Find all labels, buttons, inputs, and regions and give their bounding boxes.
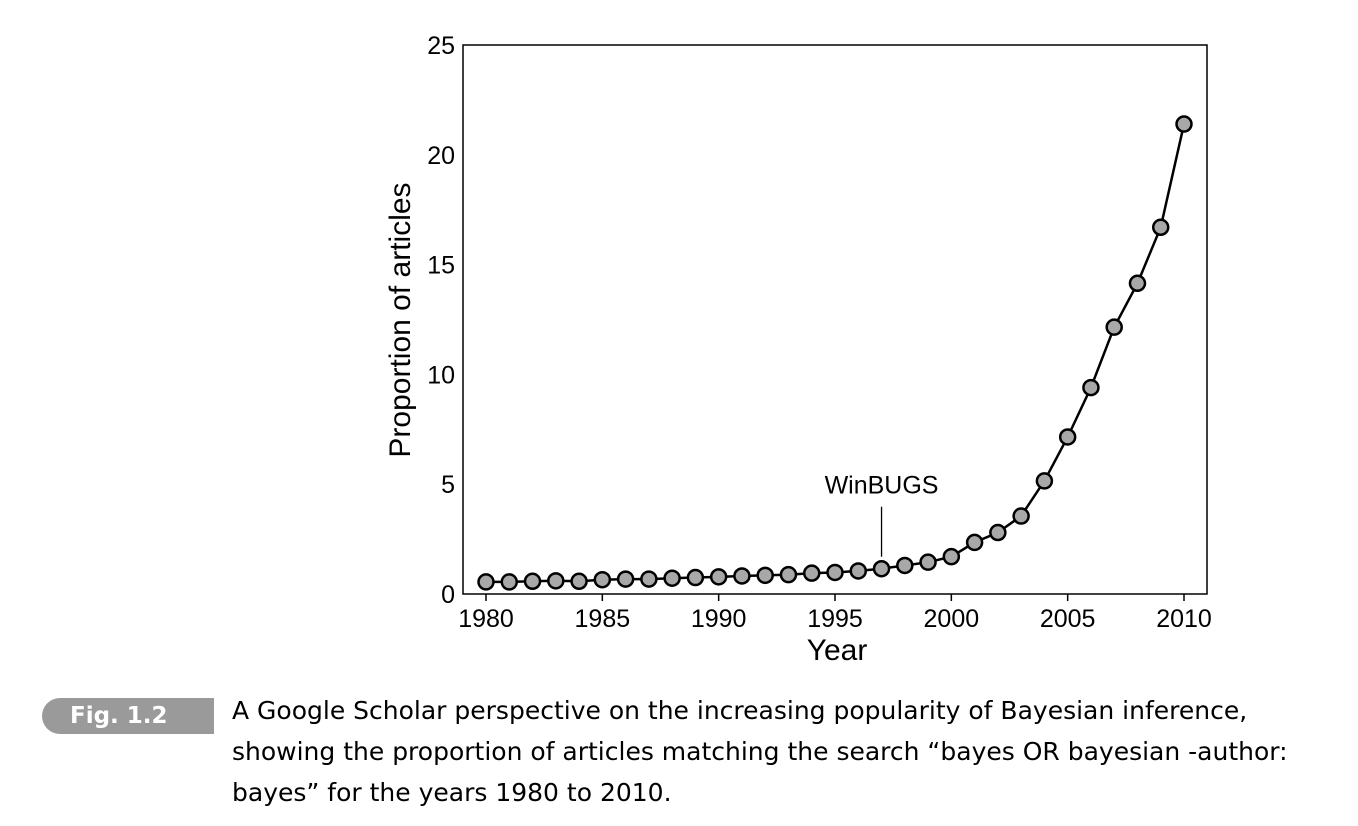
annotation-winbugs: WinBUGS [825,472,939,500]
data-point [709,568,728,586]
data-point [570,572,588,591]
y-tick-label: 10 [427,361,455,389]
data-point [1058,428,1077,446]
data-point [593,570,612,589]
data-point [1105,318,1123,336]
data-point [1035,472,1054,490]
y-axis-title: Proportion of articles [384,182,417,457]
data-point [500,573,519,591]
x-tick-label: 2005 [1040,605,1096,633]
data-point [779,565,798,584]
data-point [477,573,495,591]
x-axis-title: Year [807,634,868,667]
data-point [1012,507,1030,525]
data-points [477,115,1193,591]
data-point [989,523,1007,542]
y-tick-label: 25 [427,32,455,60]
annotations: WinBUGS [825,472,939,557]
y-axis: 0 5 10 15 20 25 [427,32,455,609]
y-tick-label: 0 [441,581,455,609]
series-line [486,123,1186,584]
data-point [896,556,914,575]
data-point [733,567,751,585]
x-tick-label: 1980 [458,605,514,633]
data-point [640,570,658,588]
data-point [826,563,844,582]
x-tick-label: 2000 [924,605,980,633]
x-tick-label: 1990 [691,605,747,633]
x-axis: 1980 1985 1990 1995 2000 2005 2010 [458,594,1212,633]
data-point [686,568,705,587]
data-point [849,562,868,580]
chart: 1980 1985 1990 1995 2000 2005 2010 0510152025 … [384,32,1212,667]
data-point [616,570,635,588]
data-point [1128,274,1147,293]
data-point [756,566,774,585]
data-point [1151,218,1170,237]
data-point [523,572,542,591]
caption-text: A Google Scholar perspective on the incr… [232,696,1288,807]
x-tick-label: 1985 [575,605,631,633]
data-point [802,564,821,582]
data-point [547,572,565,590]
data-point [942,547,961,566]
x-tick-label: 2010 [1156,605,1212,633]
plot-frame [462,44,1208,595]
y-tick-label: 20 [427,142,455,170]
y-tick-label: 5 [441,471,455,499]
y-tick-label: 15 [427,252,455,280]
data-point [663,569,681,587]
data-point [965,533,984,552]
data-point [919,553,937,571]
data-point [872,559,891,578]
data-point [1175,115,1193,133]
x-tick-label: 1995 [807,605,863,633]
figure-badge: Fig. 1.2 [42,698,214,734]
data-point [1082,378,1100,397]
